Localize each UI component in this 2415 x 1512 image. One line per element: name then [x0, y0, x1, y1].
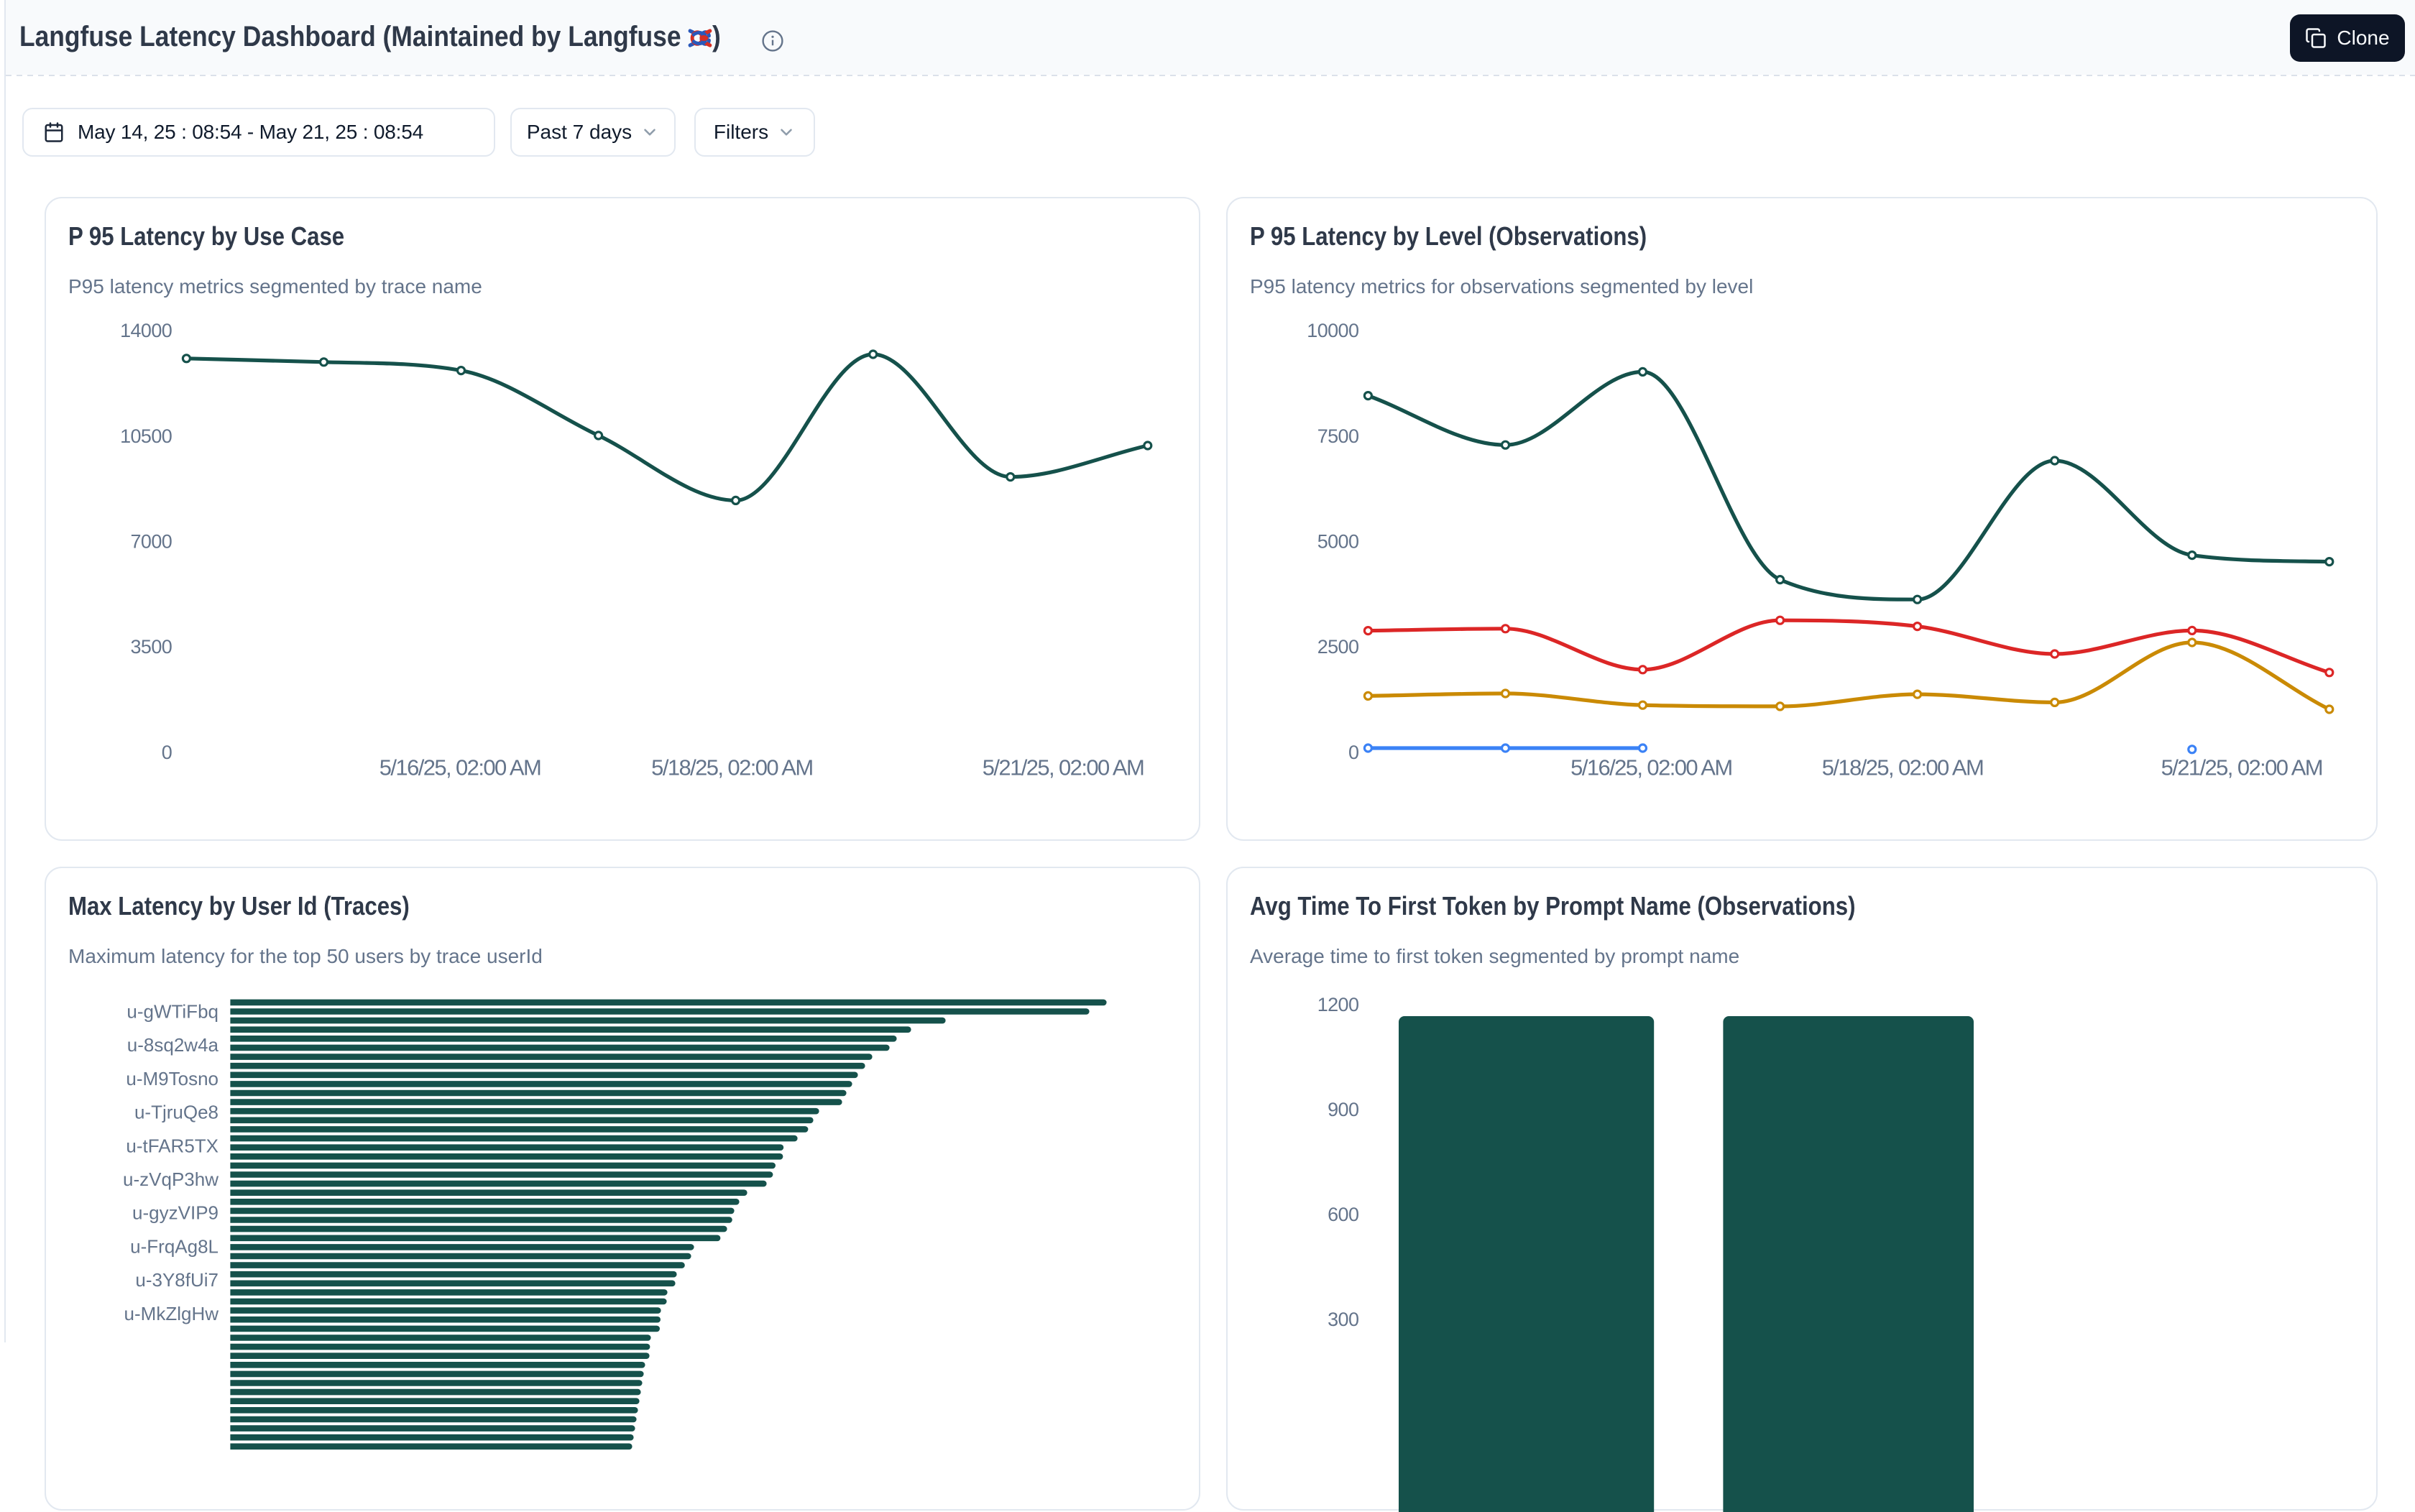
svg-text:3500: 3500 [131, 636, 172, 658]
svg-text:7500: 7500 [1317, 425, 1359, 447]
svg-text:5/21/25, 02:00 AM: 5/21/25, 02:00 AM [2161, 755, 2322, 780]
svg-text:u-FrqAg8L: u-FrqAg8L [130, 1235, 218, 1257]
svg-text:5/16/25, 02:00 AM: 5/16/25, 02:00 AM [380, 755, 540, 780]
svg-text:5/18/25, 02:00 AM: 5/18/25, 02:00 AM [651, 755, 812, 780]
svg-text:0: 0 [162, 742, 172, 763]
svg-text:u-tFAR5TX: u-tFAR5TX [126, 1135, 218, 1156]
svg-text:u-gWTiFbq: u-gWTiFbq [126, 1001, 218, 1023]
svg-text:1200: 1200 [1317, 994, 1359, 1015]
svg-text:0: 0 [1348, 742, 1358, 763]
svg-text:u-zVqP3hw: u-zVqP3hw [123, 1168, 218, 1190]
svg-text:u-MkZlgHw: u-MkZlgHw [124, 1303, 219, 1324]
svg-text:7000: 7000 [131, 530, 172, 552]
svg-text:u-TjruQe8: u-TjruQe8 [134, 1102, 218, 1123]
svg-text:u-gyzVIP9: u-gyzVIP9 [132, 1202, 218, 1224]
svg-text:u-3Y8fUi7: u-3Y8fUi7 [135, 1269, 218, 1291]
svg-text:10000: 10000 [1307, 320, 1358, 341]
svg-text:5/21/25, 02:00 AM: 5/21/25, 02:00 AM [983, 755, 1144, 780]
svg-text:300: 300 [1328, 1309, 1358, 1330]
svg-text:u-8sq2w4a: u-8sq2w4a [127, 1034, 219, 1056]
svg-text:14000: 14000 [120, 320, 172, 341]
svg-text:5/16/25, 02:00 AM: 5/16/25, 02:00 AM [1570, 755, 1731, 780]
svg-text:600: 600 [1328, 1204, 1358, 1225]
svg-text:900: 900 [1328, 1099, 1358, 1120]
svg-text:2500: 2500 [1317, 636, 1359, 658]
svg-text:5/18/25, 02:00 AM: 5/18/25, 02:00 AM [1822, 755, 1983, 780]
svg-text:5000: 5000 [1317, 530, 1359, 552]
svg-text:u-M9Tosno: u-M9Tosno [126, 1068, 218, 1089]
svg-text:10500: 10500 [120, 425, 172, 447]
